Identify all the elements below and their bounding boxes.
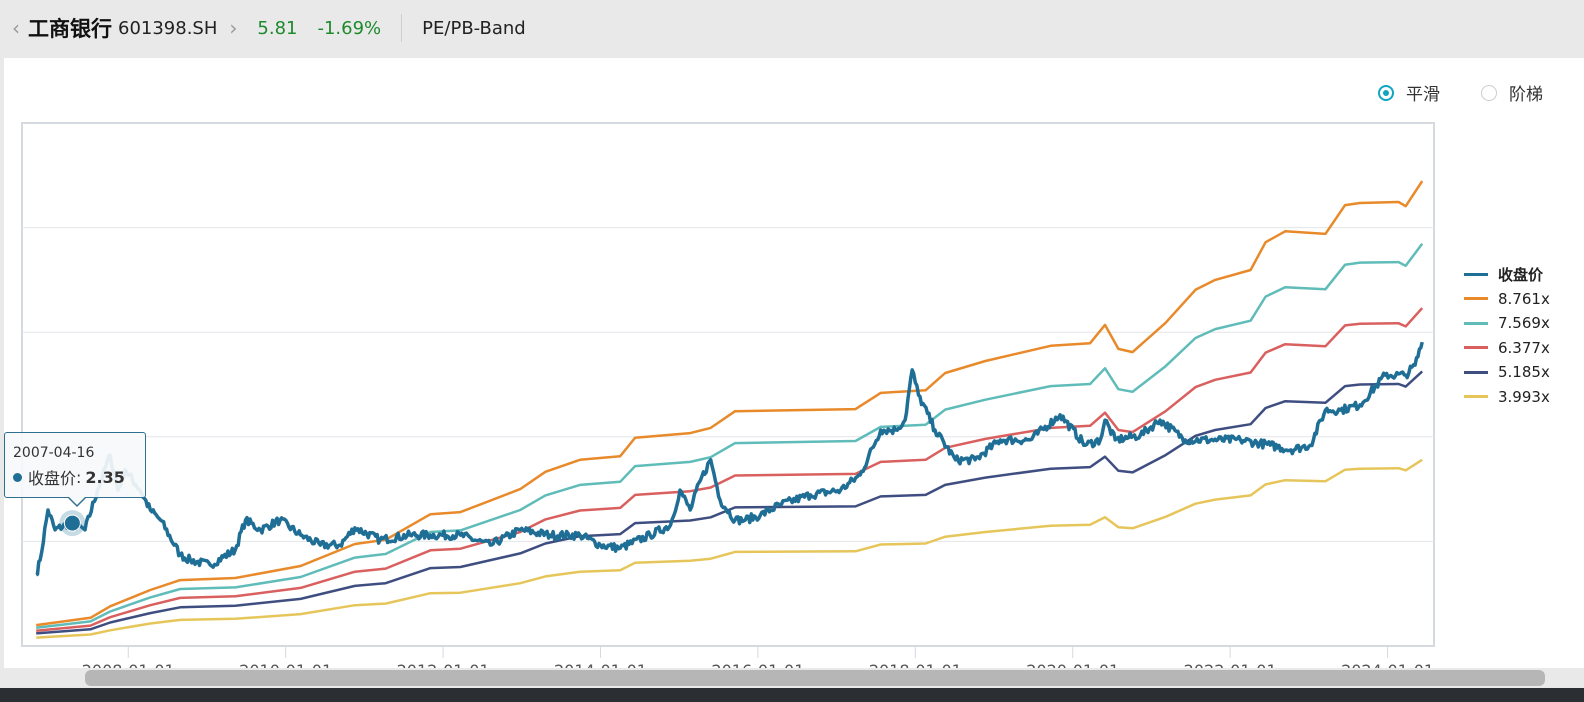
horizontal-scrollbar[interactable] [0,668,1584,688]
legend-label: 7.569x [1498,314,1550,333]
legend-item-band-1[interactable]: 8.761x [1464,287,1550,312]
chart-panel: 平滑 阶梯 [4,58,1584,668]
highlight-point [63,514,81,532]
header: ‹ 工商银行 601398.SH › 5.81 -1.69% PE/PB-Ban… [0,0,1584,56]
close-price-line [35,341,1424,577]
series-dot-icon [13,472,22,482]
status-bar [0,688,1584,702]
stock-code: 601398.SH [118,17,218,39]
page-title: PE/PB-Band [422,17,526,39]
smooth-label: 平滑 [1406,85,1440,105]
x-tick-label: 2012-01-01 [397,661,490,668]
tooltip-date: 2007-04-16 [13,445,95,461]
legend-item-band-3[interactable]: 6.377x [1464,336,1550,361]
legend-label: 6.377x [1498,338,1550,357]
stock-name: 工商银行 [28,17,112,41]
tooltip-value: 2.35 [85,467,125,487]
pe-band-chart[interactable]: 2008-01-01 2010-01-01 2012-01-01 2014-01-01… [0,0,1584,668]
x-tick-label: 2024-01-01 [1341,661,1434,668]
band-line-5.185x [36,370,1424,635]
legend-label: 3.993x [1498,387,1550,406]
stock-change: -1.69% [317,17,382,39]
x-tick-label: 2018-01-01 [869,661,962,668]
radio-checked-icon [1378,84,1394,101]
x-tick-label: 2014-01-01 [554,661,647,668]
band-line-7.569x [36,243,1424,629]
legend-swatch [1464,346,1488,350]
step-label: 阶梯 [1509,85,1543,105]
next-stock-button[interactable]: › [229,16,238,40]
legend-label: 5.185x [1498,363,1550,382]
legend-swatch [1464,395,1488,399]
tooltip-series: 收盘价 [28,469,77,488]
legend-item-band-4[interactable]: 5.185x [1464,360,1550,385]
x-tick-label: 2020-01-01 [1026,661,1119,668]
legend-swatch [1464,370,1488,374]
x-tick-label: 2016-01-01 [711,661,804,668]
scrollbar-thumb[interactable] [85,670,1545,686]
band-line-6.377x [36,307,1424,633]
stock-price: 5.81 [257,17,298,39]
legend-swatch [1464,321,1488,325]
smooth-radio[interactable]: 平滑 [1378,80,1440,105]
legend-item-band-2[interactable]: 7.569x [1464,311,1550,336]
band-line-8.761x [36,180,1424,627]
legend-label: 收盘价 [1498,265,1544,284]
x-tick-label: 2022-01-01 [1184,661,1277,668]
radio-unchecked-icon [1481,84,1497,101]
legend-item-band-5[interactable]: 3.993x [1464,385,1550,410]
legend-swatch [1464,297,1488,301]
tooltip-pointer [67,496,87,507]
prev-stock-button[interactable]: ‹ [12,16,20,40]
legend: 收盘价 8.761x 7.569x 6.377x 5.185x 3.993x [1464,262,1550,409]
plot-border [21,122,1435,647]
step-radio[interactable]: 阶梯 [1481,80,1543,105]
x-tick-label: 2010-01-01 [239,661,332,668]
divider [401,14,403,42]
x-tick-label: 2008-01-01 [82,661,175,668]
legend-swatch [1464,272,1488,276]
legend-item-close[interactable]: 收盘价 [1464,262,1550,287]
band-line-3.993x [36,458,1423,639]
tooltip: 2007-04-16 收盘价:2.35 [4,432,146,507]
legend-label: 8.761x [1498,289,1550,308]
